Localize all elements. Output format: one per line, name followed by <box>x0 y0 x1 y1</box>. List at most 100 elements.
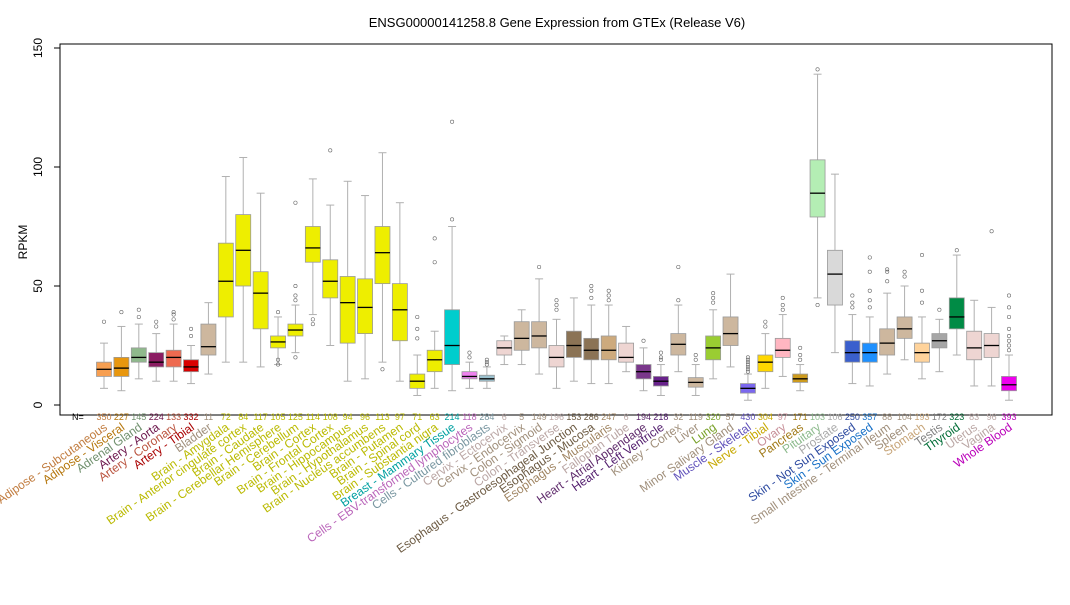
sample-count: 332 <box>184 412 199 422</box>
box-group <box>496 335 513 366</box>
outlier-point <box>276 362 281 367</box>
sample-count: 72 <box>221 412 231 422</box>
sample-count: 227 <box>114 412 129 422</box>
box-group <box>983 229 1000 387</box>
sample-count: 84 <box>238 412 248 422</box>
outlier-point <box>171 317 176 322</box>
box-group <box>740 355 756 401</box>
outlier-point <box>154 324 159 329</box>
outlier-point <box>902 274 907 279</box>
box <box>461 371 478 380</box>
outlier-point <box>310 322 315 327</box>
outlier-point <box>450 217 455 222</box>
box-group <box>200 302 217 375</box>
outlier-point <box>745 357 750 362</box>
outlier-point <box>780 307 785 312</box>
sample-count: 393 <box>1001 412 1016 422</box>
outlier-point <box>293 283 298 288</box>
outlier-point <box>484 357 489 362</box>
outlier-point <box>885 267 890 272</box>
box-group <box>861 255 878 387</box>
sample-count: 218 <box>653 412 668 422</box>
box <box>513 321 530 351</box>
sample-count: 114 <box>306 412 320 422</box>
sample-count: 71 <box>412 412 422 422</box>
box-group <box>844 293 861 385</box>
sample-count: 6 <box>502 412 507 422</box>
outlier-point <box>171 310 176 315</box>
box-group <box>426 236 443 389</box>
box-group <box>339 180 356 382</box>
box-group <box>757 319 774 389</box>
box <box>566 330 582 358</box>
box <box>1001 376 1017 392</box>
outlier-point <box>745 360 750 365</box>
outlier-point <box>815 67 820 72</box>
sample-count: 57 <box>726 412 736 422</box>
box <box>722 316 739 346</box>
box-group <box>287 200 304 360</box>
outlier-point <box>1006 305 1011 310</box>
box <box>252 271 269 330</box>
outlier-point <box>276 357 281 362</box>
sample-count: 32 <box>673 412 683 422</box>
outlier-point <box>850 300 855 305</box>
outlier-point <box>1006 348 1011 353</box>
box <box>809 159 826 218</box>
outlier-point <box>1006 293 1011 298</box>
box-group <box>217 176 234 363</box>
outlier-point <box>293 293 298 298</box>
boxes-layer <box>96 67 1017 401</box>
box-group <box>374 152 391 372</box>
box-group <box>774 295 791 377</box>
sample-count: 118 <box>462 412 476 422</box>
outlier-point <box>867 305 872 310</box>
outlier-point <box>711 291 716 296</box>
sample-count: 133 <box>166 412 181 422</box>
sample-count: 350 <box>96 412 111 422</box>
outlier-point <box>711 295 716 300</box>
sample-count: 323 <box>949 412 964 422</box>
outlier-point <box>954 248 959 253</box>
outlier-point <box>154 319 159 324</box>
outlier-point <box>136 307 141 312</box>
sample-count: 103 <box>810 412 825 422</box>
box <box>200 323 217 356</box>
box <box>618 342 635 363</box>
sample-count: 172 <box>932 412 947 422</box>
box-group <box>444 119 460 392</box>
outlier-point <box>415 314 420 319</box>
sample-count: 88 <box>882 412 892 422</box>
sample-count: 97 <box>395 412 405 422</box>
outlier-point <box>171 312 176 317</box>
box-group <box>931 307 948 373</box>
outlier-point <box>589 295 594 300</box>
box-group <box>148 319 165 382</box>
box <box>844 340 861 363</box>
sample-count: 286 <box>584 412 599 422</box>
box-group <box>670 264 687 373</box>
outlier-point <box>432 260 437 265</box>
box-group <box>722 273 739 368</box>
sample-count: 63 <box>430 412 440 422</box>
box-group <box>270 310 286 367</box>
sample-count: 105 <box>271 412 286 422</box>
sample-count: 104 <box>897 412 912 422</box>
box <box>774 337 791 358</box>
box-group <box>914 253 930 380</box>
box <box>531 321 547 349</box>
sample-count: 194 <box>636 412 651 422</box>
outlier-point <box>919 288 924 293</box>
box-group <box>235 156 252 363</box>
outlier-point <box>310 317 315 322</box>
box <box>357 278 373 334</box>
outlier-point <box>798 357 803 362</box>
counts-layer: 350 227 145 224 133 332 11 72 84 117 105 125 114 108 9… <box>96 412 1016 422</box>
sample-count: 145 <box>131 412 146 422</box>
sample-count: 304 <box>758 412 773 422</box>
outlier-point <box>693 357 698 362</box>
sample-count: 106 <box>827 412 842 422</box>
outlier-point <box>589 283 594 288</box>
outlier-point <box>415 326 420 331</box>
